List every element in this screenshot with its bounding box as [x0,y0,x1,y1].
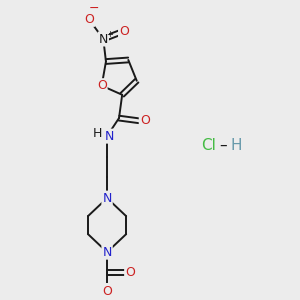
Text: N: N [99,32,108,46]
Text: O: O [97,79,106,92]
Text: O: O [125,266,135,279]
Text: +: + [106,30,112,39]
Text: O: O [84,13,94,26]
Text: N: N [104,130,114,142]
Text: N: N [102,246,112,259]
Text: N: N [102,192,112,205]
Text: O: O [119,25,129,38]
Text: O: O [140,114,150,127]
Text: –: – [219,137,227,152]
Text: −: − [88,2,99,14]
Text: H: H [230,137,242,152]
Text: H: H [92,127,102,140]
Text: Cl: Cl [201,137,216,152]
Text: O: O [102,285,112,298]
